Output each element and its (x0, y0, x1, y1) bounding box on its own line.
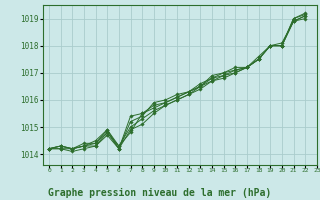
Text: Graphe pression niveau de la mer (hPa): Graphe pression niveau de la mer (hPa) (48, 188, 272, 198)
